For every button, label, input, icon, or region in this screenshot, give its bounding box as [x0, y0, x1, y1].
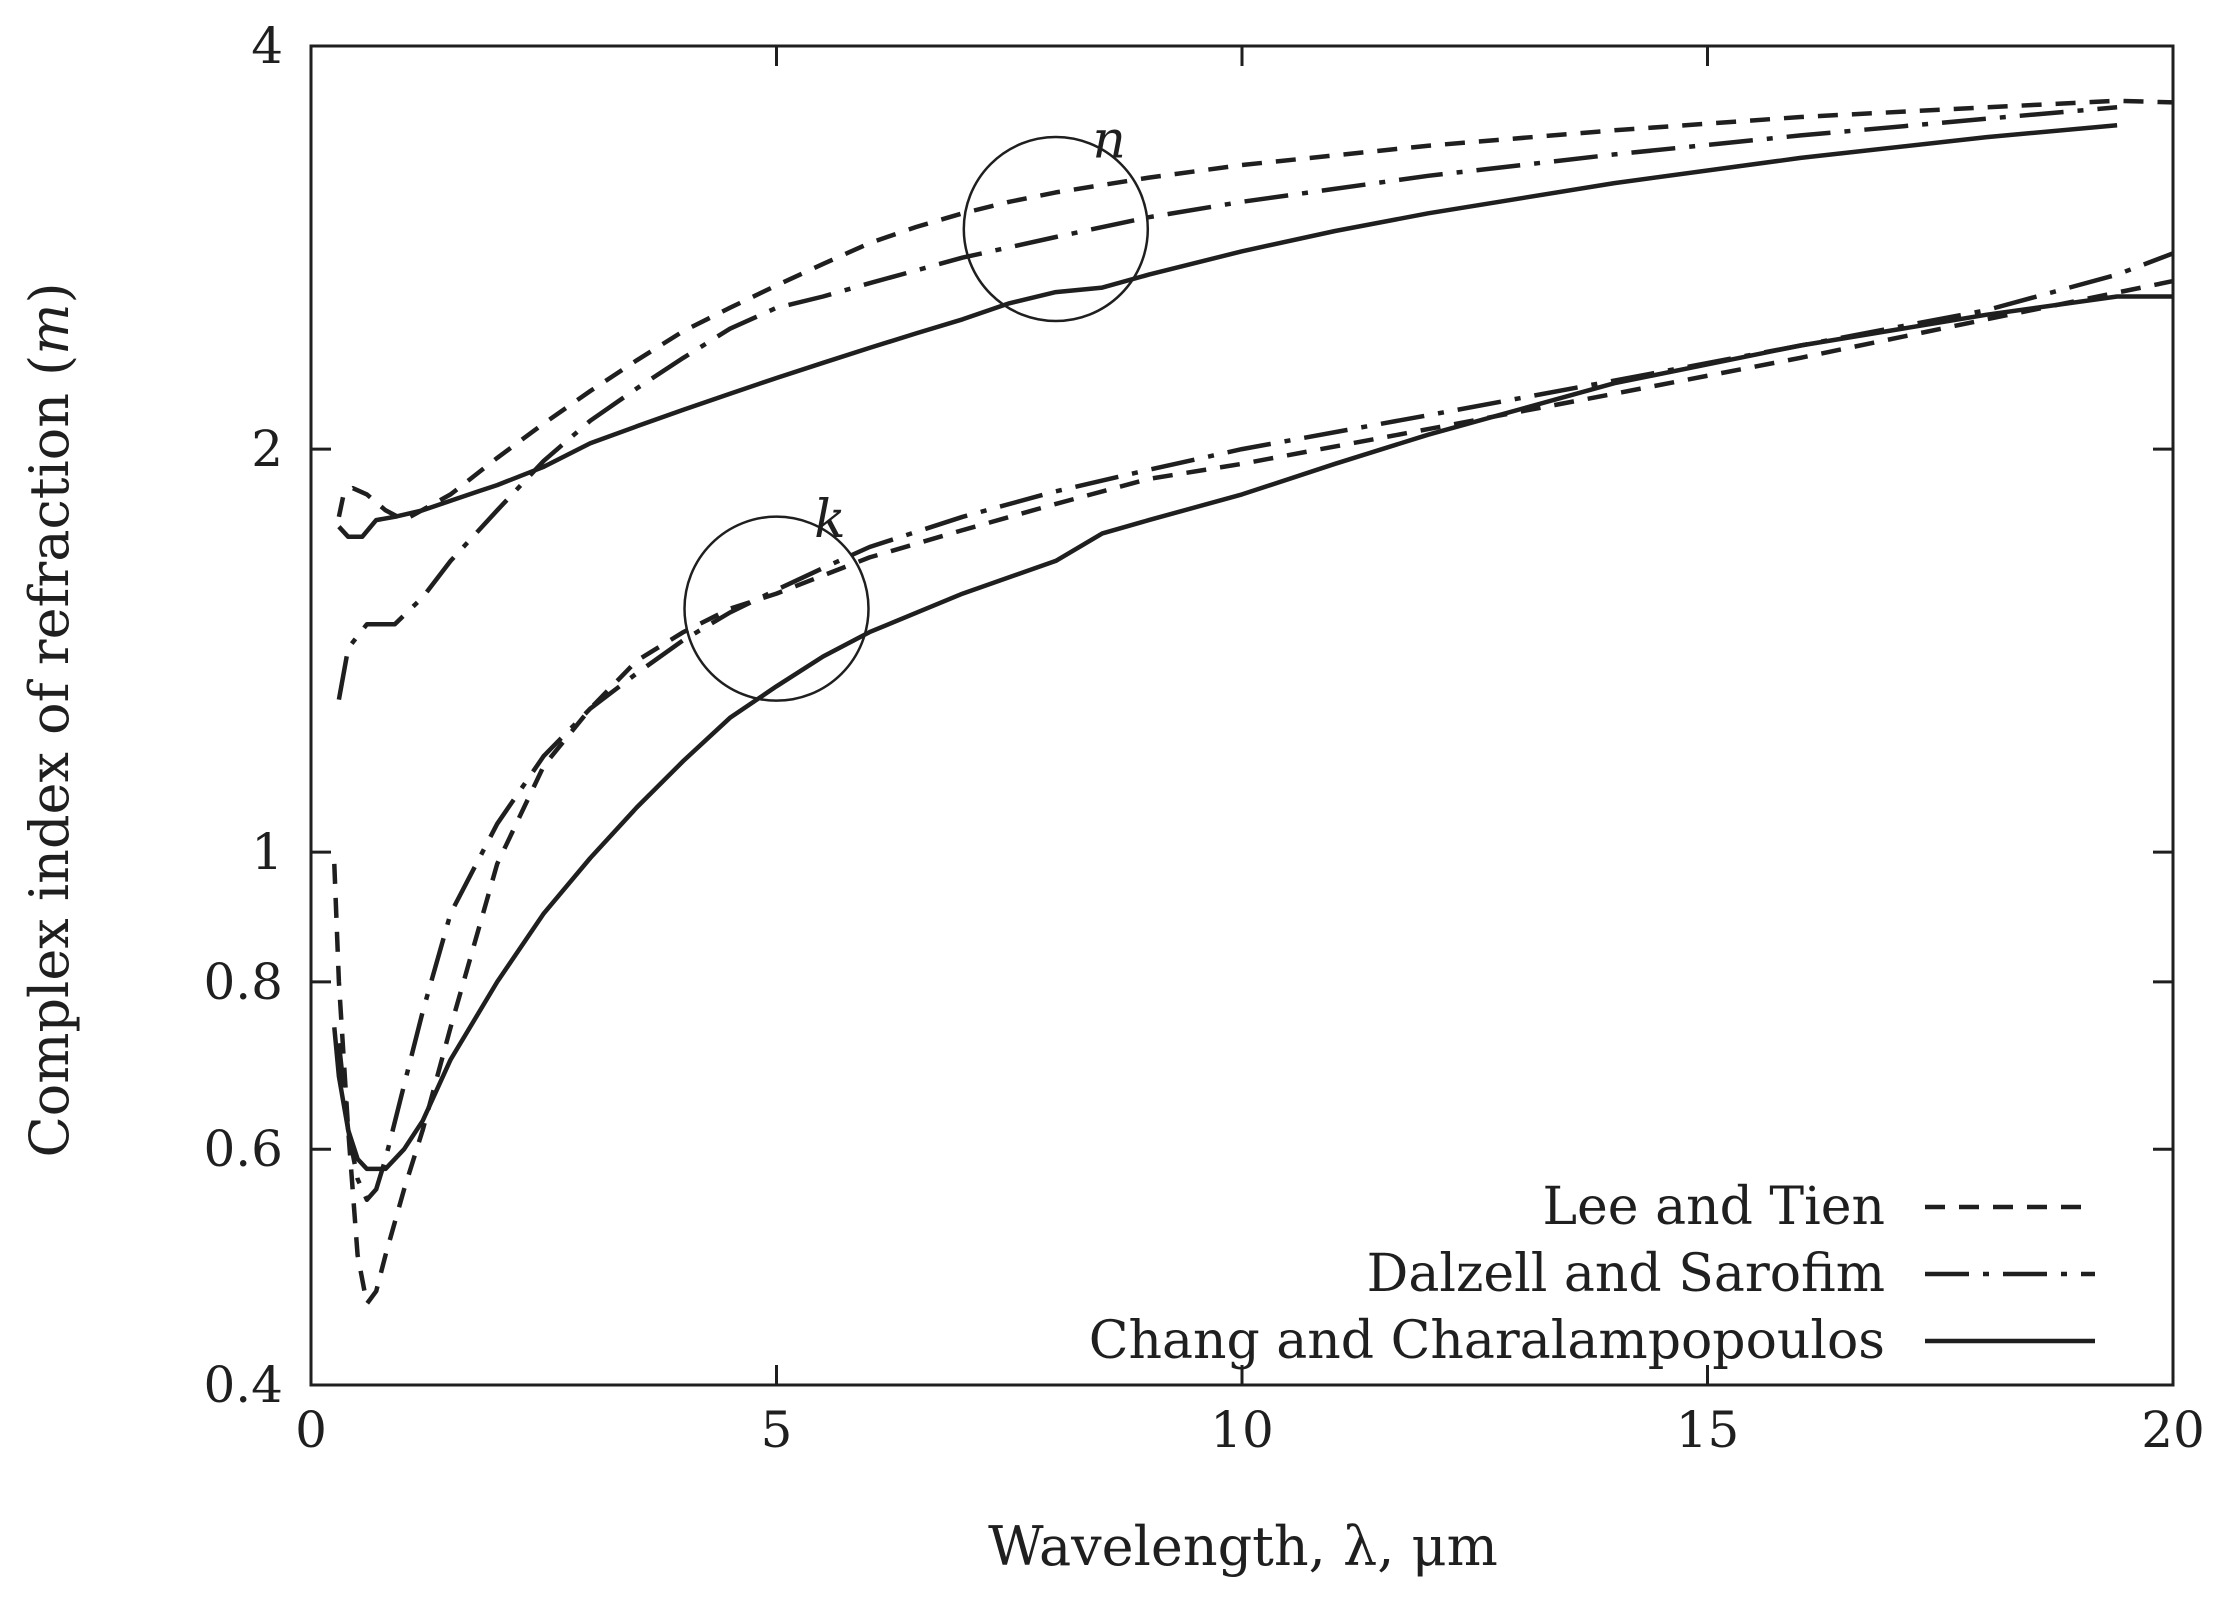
y-tick-label: 0.8: [203, 953, 283, 1011]
x-axis-title: Wavelength, λ, μm: [988, 1515, 1498, 1578]
x-tick-label: 20: [2141, 1401, 2205, 1459]
annotation-label-n: n: [1092, 110, 1126, 170]
x-tick-label: 0: [295, 1401, 327, 1459]
annotation-circle-n: [962, 135, 1150, 323]
axes-layer: 0 5 10 15 20 0.4 0.6 0.8 1 2 4: [203, 17, 2204, 1459]
x-tick-label: 10: [1210, 1401, 1274, 1459]
x-tick-label: 15: [1676, 1401, 1740, 1459]
y-axis-title: Complex index of refraction (m): [18, 282, 81, 1157]
legend: Lee and Tien Dalzell and Sarofim Chang and…: [1089, 1177, 2095, 1371]
series-line-k-chang-and-charalampopoulos: [332, 294, 2173, 1172]
y-tick-label: 2: [251, 420, 283, 478]
legend-label-dalzell-and-sarofim: Dalzell and Sarofim: [1367, 1244, 1885, 1304]
y-axis-title-suffix: ): [18, 282, 81, 303]
series-line-k-lee-and-tien: [332, 278, 2174, 1306]
x-tick-label: 5: [761, 1401, 793, 1459]
y-axis-title-prefix: Complex index of refraction (: [18, 355, 81, 1158]
y-tick-label: 1: [251, 823, 283, 881]
y-tick-label: 4: [251, 17, 283, 75]
annotation-circle-k: [683, 515, 870, 702]
annotation-layer: nk: [683, 110, 1150, 702]
annotation-label-k: k: [814, 490, 846, 550]
y-axis-title-variable: m: [18, 304, 81, 355]
y-tick-label: 0.4: [203, 1356, 283, 1414]
y-tick-label: 0.6: [203, 1120, 283, 1178]
series-line-k-dalzell-and-sarofim: [336, 251, 2174, 1203]
series-line-n-dalzell-and-sarofim: [336, 105, 2118, 701]
series-layer: [332, 98, 2174, 1306]
legend-label-lee-and-tien: Lee and Tien: [1543, 1177, 1886, 1237]
legend-label-chang-and-charalampopoulos: Chang and Charalampopoulos: [1089, 1311, 1885, 1371]
series-line-n-chang-and-charalampopoulos: [337, 123, 2118, 540]
